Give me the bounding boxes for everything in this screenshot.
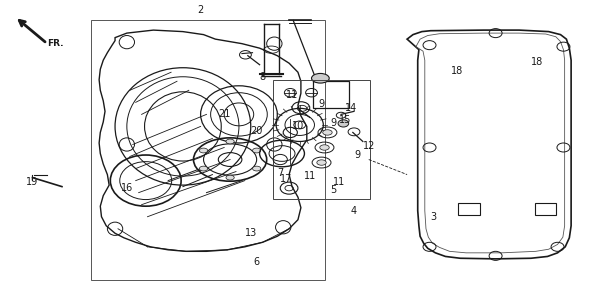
- Ellipse shape: [320, 145, 329, 150]
- Text: 11: 11: [286, 90, 298, 100]
- Text: 12: 12: [363, 141, 375, 151]
- Text: 8: 8: [260, 72, 266, 82]
- Text: 15: 15: [339, 115, 351, 126]
- Bar: [313, 81, 349, 108]
- Text: FR.: FR.: [47, 39, 64, 48]
- Text: 6: 6: [254, 257, 260, 267]
- Text: 9: 9: [354, 150, 360, 160]
- Ellipse shape: [253, 148, 261, 153]
- Ellipse shape: [226, 139, 234, 144]
- Text: 5: 5: [330, 185, 336, 195]
- Ellipse shape: [199, 148, 208, 153]
- Text: 16: 16: [121, 183, 133, 193]
- Text: 9: 9: [319, 99, 324, 109]
- Bar: [273, 80, 370, 199]
- Ellipse shape: [317, 160, 326, 165]
- Text: 3: 3: [431, 212, 437, 222]
- Ellipse shape: [253, 166, 261, 171]
- Text: 13: 13: [245, 228, 257, 238]
- Text: 11: 11: [304, 171, 316, 181]
- Text: 14: 14: [345, 103, 357, 113]
- Bar: [91, 20, 324, 280]
- Text: 11: 11: [333, 177, 345, 187]
- Bar: [535, 203, 556, 215]
- Text: 21: 21: [218, 109, 230, 119]
- Ellipse shape: [338, 120, 349, 127]
- Text: 18: 18: [451, 66, 463, 76]
- Text: 7: 7: [277, 168, 283, 178]
- Text: 18: 18: [531, 57, 543, 67]
- Bar: [458, 203, 480, 215]
- Text: 2: 2: [198, 5, 204, 15]
- Ellipse shape: [323, 130, 332, 135]
- Text: 20: 20: [251, 126, 263, 136]
- Text: 19: 19: [27, 177, 38, 187]
- Text: 9: 9: [330, 118, 336, 129]
- Ellipse shape: [312, 73, 329, 83]
- Text: 17: 17: [280, 174, 292, 184]
- Ellipse shape: [199, 166, 208, 171]
- Text: 10: 10: [292, 121, 304, 132]
- Ellipse shape: [226, 175, 234, 180]
- Text: 4: 4: [351, 206, 357, 216]
